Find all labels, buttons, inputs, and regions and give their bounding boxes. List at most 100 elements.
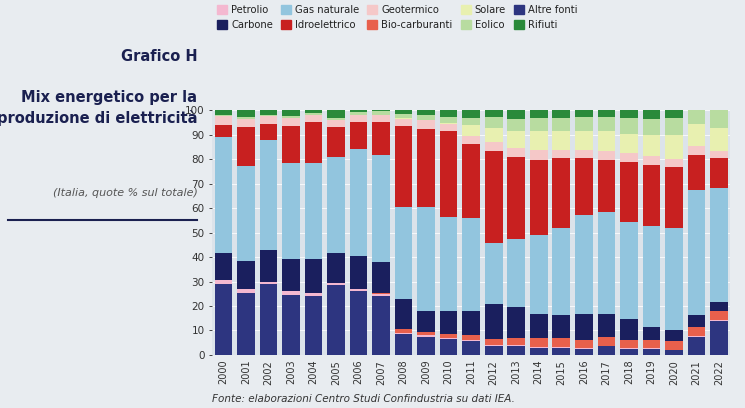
Text: Mix energetico per la
produzione di elettricità: Mix energetico per la produzione di elet… bbox=[0, 90, 197, 126]
Bar bbox=[507, 346, 525, 355]
Bar bbox=[417, 129, 435, 207]
Bar bbox=[463, 125, 480, 136]
Bar bbox=[350, 256, 367, 289]
Bar bbox=[575, 158, 592, 215]
Bar bbox=[688, 327, 705, 336]
Bar bbox=[642, 164, 660, 226]
Text: Fonte: elaborazioni Centro Studi Confindustria su dati IEA.: Fonte: elaborazioni Centro Studi Confind… bbox=[212, 394, 516, 404]
Bar bbox=[553, 338, 570, 347]
Bar bbox=[530, 118, 548, 131]
Bar bbox=[597, 314, 615, 337]
Bar bbox=[597, 346, 615, 355]
Bar bbox=[575, 150, 592, 158]
Bar bbox=[282, 126, 300, 163]
Bar bbox=[597, 131, 615, 151]
Bar bbox=[350, 289, 367, 291]
Bar bbox=[575, 349, 592, 355]
Bar bbox=[665, 110, 682, 118]
Bar bbox=[665, 350, 682, 355]
Bar bbox=[417, 207, 435, 311]
Bar bbox=[553, 228, 570, 315]
Bar bbox=[620, 153, 638, 162]
Bar bbox=[620, 348, 638, 349]
Bar bbox=[327, 157, 345, 253]
Bar bbox=[417, 337, 435, 355]
Bar bbox=[282, 115, 300, 118]
Bar bbox=[642, 156, 660, 164]
Bar bbox=[642, 110, 660, 119]
Bar bbox=[620, 222, 638, 319]
Bar bbox=[507, 239, 525, 308]
Bar bbox=[282, 110, 300, 115]
Bar bbox=[642, 349, 660, 355]
Bar bbox=[485, 243, 503, 304]
Bar bbox=[440, 311, 457, 334]
Bar bbox=[553, 131, 570, 150]
Bar bbox=[507, 149, 525, 157]
Bar bbox=[485, 151, 503, 243]
Bar bbox=[395, 110, 413, 114]
Bar bbox=[710, 302, 728, 311]
Bar bbox=[507, 110, 525, 119]
Bar bbox=[305, 259, 323, 293]
Bar bbox=[575, 339, 592, 348]
Bar bbox=[710, 320, 728, 321]
Bar bbox=[507, 308, 525, 338]
Bar bbox=[688, 190, 705, 315]
Bar bbox=[395, 114, 413, 118]
Bar bbox=[665, 135, 682, 159]
Bar bbox=[282, 259, 300, 291]
Bar bbox=[688, 107, 705, 124]
Bar bbox=[688, 155, 705, 190]
Bar bbox=[372, 296, 390, 355]
Bar bbox=[620, 319, 638, 339]
Bar bbox=[665, 167, 682, 228]
Legend: Petrolio, Carbone, Gas naturale, Idroelettrico, Geotermico, Bio-carburanti, Sola: Petrolio, Carbone, Gas naturale, Idroele… bbox=[218, 5, 577, 30]
Bar bbox=[417, 311, 435, 332]
Bar bbox=[260, 115, 277, 116]
Bar bbox=[530, 347, 548, 348]
Bar bbox=[238, 119, 255, 127]
Bar bbox=[507, 338, 525, 346]
Bar bbox=[238, 293, 255, 355]
Bar bbox=[553, 348, 570, 355]
Bar bbox=[440, 339, 457, 355]
Bar bbox=[327, 127, 345, 157]
Bar bbox=[215, 280, 232, 284]
Bar bbox=[305, 293, 323, 296]
Bar bbox=[282, 295, 300, 355]
Bar bbox=[553, 158, 570, 228]
Bar bbox=[597, 160, 615, 212]
Bar bbox=[620, 134, 638, 153]
Bar bbox=[463, 136, 480, 144]
Bar bbox=[620, 118, 638, 134]
Bar bbox=[710, 188, 728, 302]
Bar bbox=[463, 218, 480, 311]
Bar bbox=[372, 262, 390, 293]
Bar bbox=[597, 337, 615, 346]
Bar bbox=[710, 311, 728, 320]
Bar bbox=[440, 117, 457, 123]
Bar bbox=[620, 349, 638, 355]
Bar bbox=[238, 166, 255, 261]
Bar bbox=[463, 335, 480, 340]
Text: (Italia, quote % sul totale): (Italia, quote % sul totale) bbox=[53, 188, 197, 198]
Bar bbox=[575, 131, 592, 150]
Bar bbox=[463, 144, 480, 218]
Bar bbox=[530, 235, 548, 314]
Bar bbox=[350, 291, 367, 355]
Bar bbox=[485, 339, 503, 346]
Bar bbox=[395, 126, 413, 207]
Bar bbox=[620, 339, 638, 348]
Bar bbox=[620, 110, 638, 118]
Bar bbox=[238, 127, 255, 166]
Bar bbox=[530, 348, 548, 355]
Bar bbox=[575, 110, 592, 117]
Bar bbox=[238, 261, 255, 289]
Bar bbox=[575, 117, 592, 131]
Bar bbox=[553, 347, 570, 348]
Bar bbox=[485, 346, 503, 355]
Bar bbox=[395, 299, 413, 329]
Bar bbox=[305, 110, 323, 113]
Bar bbox=[485, 128, 503, 142]
